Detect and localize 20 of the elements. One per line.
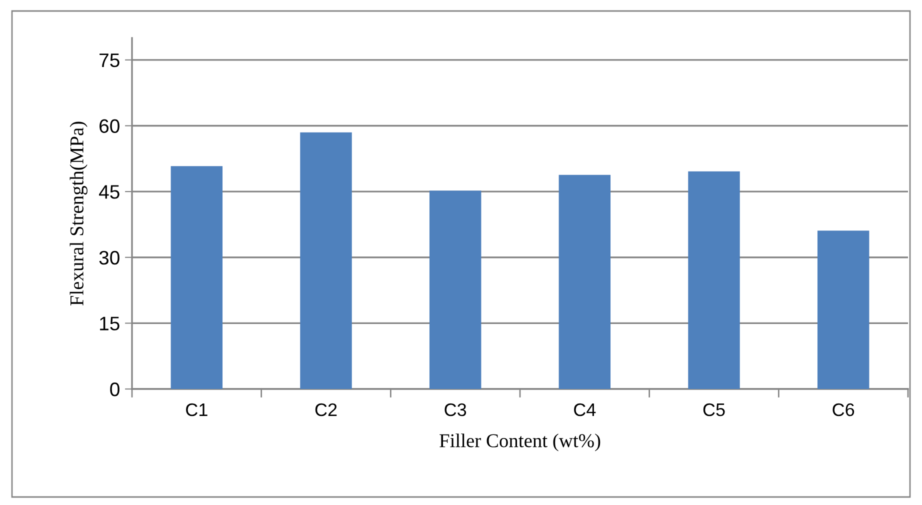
x-tick-label: C1 — [186, 403, 208, 416]
x-axis-title: Filler Content (wt%) — [440, 434, 600, 452]
bar — [688, 171, 740, 389]
x-tick-label: C3 — [444, 403, 466, 416]
x-tick-label: C2 — [315, 403, 337, 416]
y-tick-label: 15 — [100, 316, 120, 330]
y-tick-label: 60 — [100, 119, 120, 133]
y-axis-title: Flexural Strength(MPa) — [70, 122, 88, 306]
bar — [170, 166, 223, 389]
y-tick-label: 0 — [110, 382, 120, 396]
bar — [429, 190, 482, 389]
x-tick-label: C5 — [703, 403, 725, 416]
y-tick-label: 75 — [100, 54, 120, 68]
y-tick-label: 30 — [99, 250, 120, 265]
y-tick-label: 45 — [99, 185, 120, 199]
bar — [817, 230, 870, 389]
x-tick-label: C4 — [574, 403, 596, 416]
bar — [300, 132, 352, 389]
bar — [558, 174, 611, 389]
x-tick-label: C6 — [832, 403, 854, 416]
